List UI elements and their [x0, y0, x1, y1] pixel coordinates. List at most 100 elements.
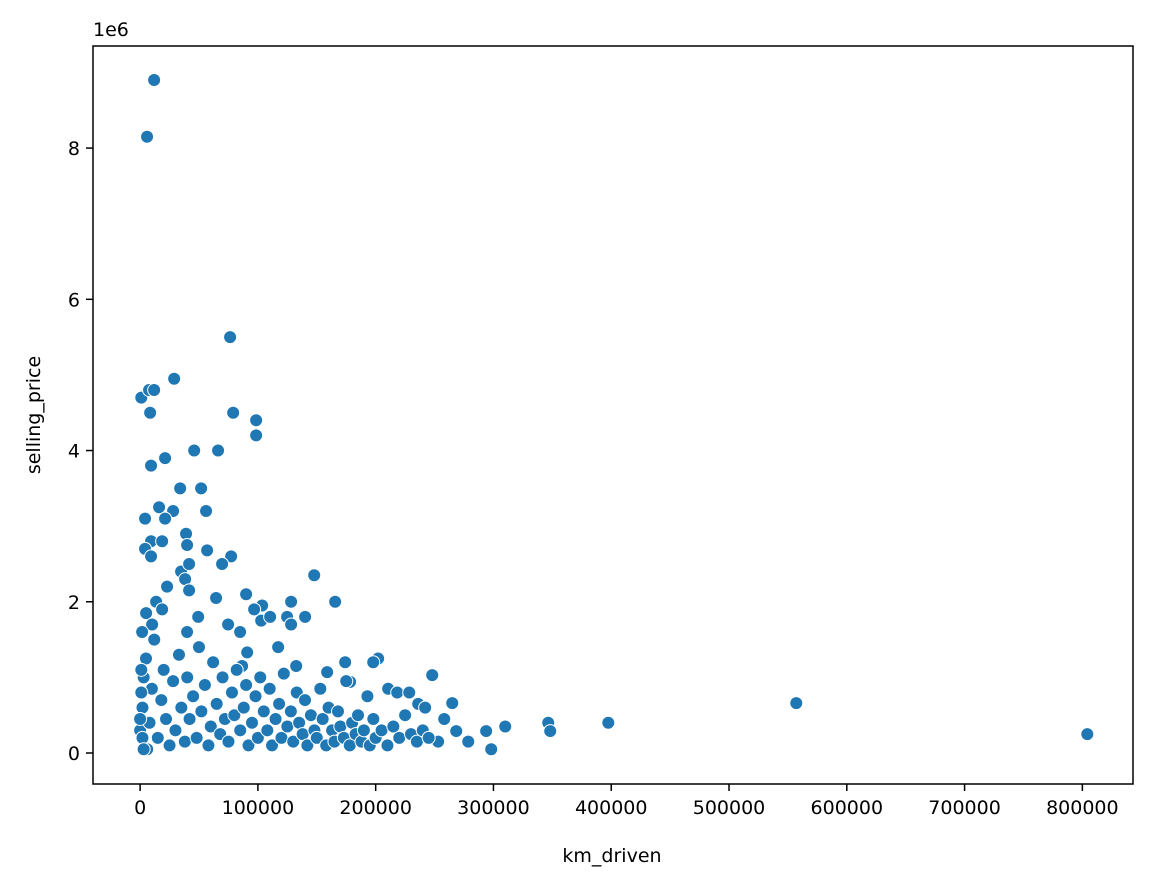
point [197, 677, 212, 692]
point [239, 677, 254, 692]
point [437, 711, 452, 726]
point [155, 602, 170, 617]
point [154, 693, 169, 708]
point [328, 594, 343, 609]
point [241, 738, 256, 753]
point [209, 696, 224, 711]
point [133, 711, 148, 726]
point [134, 662, 149, 677]
x-tick-label: 500000 [693, 797, 766, 819]
point [187, 443, 202, 458]
point [479, 724, 494, 739]
x-tick-label: 700000 [928, 797, 1001, 819]
point [226, 405, 241, 420]
point [250, 730, 265, 745]
point [171, 647, 186, 662]
point [140, 129, 155, 144]
point [315, 711, 330, 726]
point [194, 704, 209, 719]
point [286, 734, 301, 749]
point [320, 665, 335, 680]
point [351, 708, 366, 723]
point [392, 730, 407, 745]
y-tick-label: 2 [68, 592, 80, 614]
point [168, 723, 183, 738]
point [174, 700, 189, 715]
point [143, 405, 158, 420]
point [233, 723, 248, 738]
y-axis-label: selling_price [23, 356, 45, 474]
point [330, 704, 345, 719]
point [209, 590, 224, 605]
plot-frame [92, 45, 1134, 785]
point [223, 330, 238, 345]
point [144, 549, 159, 564]
point [224, 549, 239, 564]
point [186, 689, 201, 704]
point [152, 500, 167, 515]
point [272, 696, 287, 711]
point [366, 711, 381, 726]
point [461, 734, 476, 749]
point [221, 734, 236, 749]
point [239, 587, 254, 602]
point [158, 511, 173, 526]
point [180, 625, 195, 640]
point [158, 451, 173, 466]
point [147, 383, 162, 398]
point [150, 730, 165, 745]
point [789, 696, 804, 711]
point [366, 655, 381, 670]
point [192, 640, 207, 655]
point [180, 670, 195, 685]
point [144, 458, 159, 473]
point [543, 724, 558, 739]
point [162, 738, 177, 753]
point [199, 504, 214, 519]
point [134, 685, 149, 700]
point [221, 617, 236, 632]
x-tick-label: 100000 [222, 797, 295, 819]
point [215, 556, 230, 571]
point [309, 730, 324, 745]
point [284, 594, 299, 609]
point [484, 742, 499, 757]
point [201, 738, 216, 753]
point [421, 730, 436, 745]
point [313, 681, 328, 696]
point [280, 719, 295, 734]
point [268, 711, 283, 726]
point [155, 534, 170, 549]
point [203, 719, 218, 734]
point [147, 73, 162, 88]
point [211, 443, 226, 458]
point [139, 606, 154, 621]
point [177, 734, 192, 749]
point [167, 371, 182, 386]
point [265, 738, 280, 753]
point [601, 715, 616, 730]
point [182, 556, 197, 571]
point [191, 609, 206, 624]
point [283, 704, 298, 719]
point [262, 681, 277, 696]
point [156, 662, 171, 677]
point [260, 723, 275, 738]
point [173, 481, 188, 496]
y-tick-label: 8 [68, 138, 80, 160]
point [398, 708, 413, 723]
point [138, 511, 153, 526]
y-tick-label: 6 [68, 289, 80, 311]
point [356, 723, 371, 738]
point [339, 674, 354, 689]
point [180, 538, 195, 553]
x-tick-label: 300000 [457, 797, 530, 819]
point [229, 662, 244, 677]
point [160, 579, 175, 594]
point [360, 689, 375, 704]
point [233, 625, 248, 640]
point [1080, 727, 1095, 742]
x-axis-label: km_driven [562, 845, 661, 867]
point [240, 645, 255, 660]
